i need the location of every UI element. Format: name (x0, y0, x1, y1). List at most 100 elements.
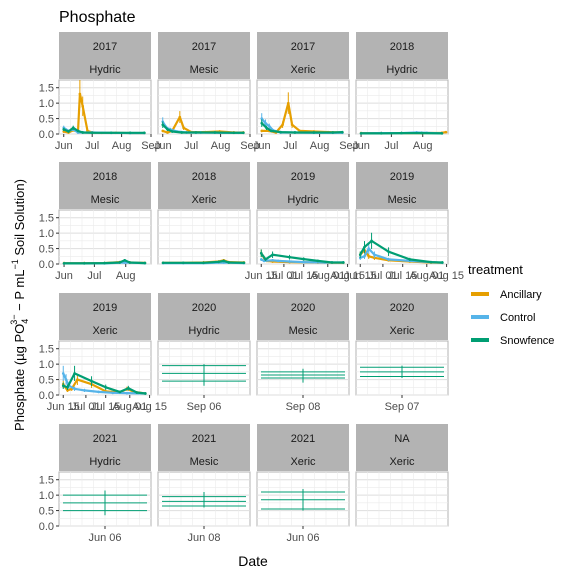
x-tick-label: Jul 15 (91, 401, 120, 413)
y-tick-label: 1.0 (39, 98, 54, 110)
data-point-snowfence (420, 131, 424, 135)
strip-2021-xeric (257, 424, 349, 471)
y-axis-label: Phosphate (µg PO43− − P mL−1 Soil Soluti… (9, 179, 30, 431)
data-point-snowfence (279, 130, 283, 134)
data-point-snowfence (180, 131, 184, 134)
x-tick-label: Aug 01 (112, 401, 147, 413)
data-point-control (387, 258, 390, 261)
data-point-snowfence (379, 132, 383, 135)
x-tick-label: Jun (55, 270, 73, 282)
data-point-control (264, 121, 267, 125)
data-point-snowfence (259, 251, 263, 255)
data-point-snowfence (227, 261, 231, 264)
x-tick-label: Jun 06 (88, 532, 121, 544)
strip-2019-mesic (356, 162, 448, 209)
data-point-snowfence (104, 385, 108, 389)
data-point-ancillary (166, 131, 169, 134)
strip-year-label: 2018 (93, 171, 117, 183)
data-point-snowfence (271, 253, 274, 257)
data-point-snowfence (62, 128, 66, 131)
legend-title: treatment (468, 262, 523, 277)
strip-2019-xeric (59, 293, 151, 340)
legend-label-ancillary: Ancillary (500, 289, 542, 301)
data-point-snowfence (194, 131, 198, 134)
strip-site-label: Hydric (89, 64, 121, 76)
strip-site-label: Hydric (287, 194, 319, 206)
strip-year-label: 2017 (192, 41, 216, 53)
strip-site-label: Mesic (289, 325, 318, 337)
strip-2018-mesic (59, 162, 151, 209)
data-point-control (111, 391, 115, 395)
data-point-ancillary (81, 104, 85, 108)
x-tick-label: Jun 15 (344, 270, 377, 282)
legend-label-snowfence: Snowfence (500, 335, 554, 347)
strip-site-label: Hydric (89, 456, 121, 468)
y-tick-label: 0.5 (39, 244, 54, 256)
data-point-snowfence (400, 131, 403, 135)
x-tick-label: Jun (154, 140, 172, 152)
strip-year-label: 2017 (93, 41, 117, 53)
strip-site-label: Hydric (386, 64, 418, 76)
chart-title: Phosphate (59, 9, 136, 26)
strip-year-label: 2021 (93, 433, 117, 445)
data-point-snowfence (127, 386, 130, 390)
strip-site-label: Mesic (388, 194, 417, 206)
x-tick-label: Jul 15 (388, 270, 417, 282)
x-tick-label: Aug 01 (409, 270, 444, 282)
data-point-control (61, 372, 65, 375)
y-tick-label: 1.5 (39, 213, 54, 225)
data-point-snowfence (269, 129, 273, 133)
strip-site-label: Xeric (389, 456, 415, 468)
data-point-snowfence (330, 261, 334, 264)
x-tick-label: Jun (253, 140, 271, 152)
data-point-snowfence (440, 132, 444, 135)
strip-year-label: 2021 (192, 433, 216, 445)
y-tick-label: 0.0 (39, 521, 54, 533)
data-point-snowfence (441, 261, 444, 264)
x-tick-label: Sep (339, 140, 359, 152)
x-tick-label: Jul 15 (289, 270, 318, 282)
data-point-snowfence (312, 131, 316, 134)
strip-2017-xeric (257, 32, 349, 79)
strip-2020-xeric (356, 293, 448, 340)
data-point-snowfence (341, 130, 344, 134)
data-point-ancillary (367, 254, 371, 258)
data-point-control (288, 260, 291, 263)
data-point-snowfence (90, 131, 94, 135)
data-point-snowfence (331, 131, 335, 134)
strip-site-label: Mesic (91, 194, 120, 206)
x-tick-label: Jul 01 (71, 401, 100, 413)
x-tick-label: Jul (384, 140, 398, 152)
data-point-control (367, 247, 371, 250)
y-tick-label: 0.5 (39, 506, 54, 518)
x-tick-label: Jul (184, 140, 198, 152)
strip-year-label: 2019 (390, 171, 414, 183)
y-tick-label: 0.0 (39, 129, 54, 141)
data-point-snowfence (135, 391, 139, 394)
strip-2019-hydric (257, 162, 349, 209)
data-point-control (259, 258, 263, 261)
data-point-snowfence (67, 130, 70, 133)
data-point-control (373, 253, 376, 257)
data-point-control (73, 387, 76, 391)
x-tick-label: Jun 15 (245, 270, 278, 282)
y-tick-label: 1.0 (39, 490, 54, 502)
y-tick-label: 0.5 (39, 375, 54, 387)
strip-year-label: 2018 (192, 171, 216, 183)
x-tick-label: Aug (413, 140, 433, 152)
y-tick-label: 1.0 (39, 228, 54, 240)
data-point-snowfence (90, 379, 93, 383)
strip-year-label: 2020 (192, 302, 216, 314)
data-point-snowfence (143, 261, 147, 265)
data-point-control (83, 389, 86, 392)
data-point-snowfence (118, 390, 122, 394)
x-axis-label: Date (238, 553, 268, 569)
data-point-snowfence (260, 121, 264, 125)
data-point-ancillary (78, 92, 82, 96)
data-point-snowfence (288, 255, 291, 259)
x-tick-label: Jul 01 (368, 270, 397, 282)
data-point-snowfence (302, 257, 306, 261)
data-point-snowfence (161, 123, 165, 127)
data-point-snowfence (213, 131, 217, 134)
x-tick-label: Jun 06 (286, 532, 319, 544)
